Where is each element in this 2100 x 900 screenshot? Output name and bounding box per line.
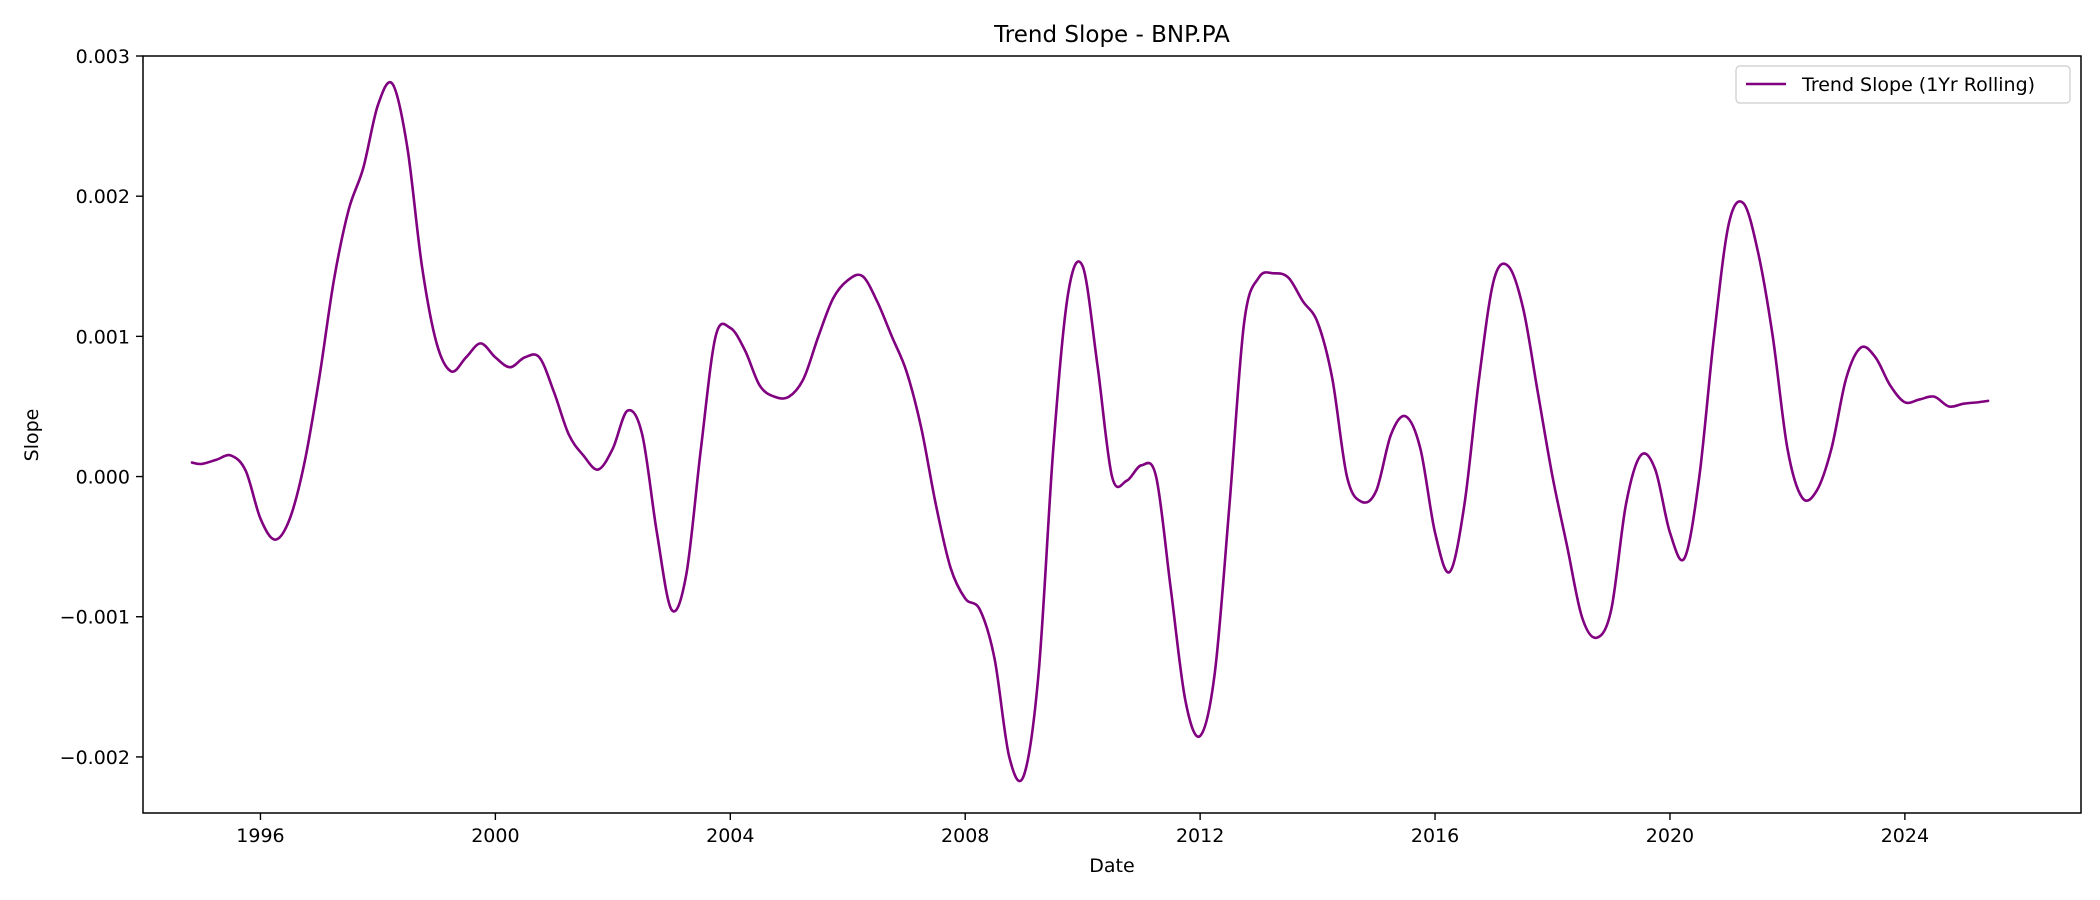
y-tick-label: 0.001 (76, 326, 130, 348)
x-axis-ticks: 1996 2000 2004 2008 2012 2016 2020 2024 (236, 813, 1929, 847)
x-tick-label: 2020 (1646, 825, 1694, 847)
x-tick-label: 2004 (706, 825, 754, 847)
series-layer (190, 81, 1990, 783)
x-tick-label: 2008 (941, 825, 989, 847)
y-tick-label: −0.001 (60, 607, 130, 629)
y-tick-label: 0.003 (76, 46, 130, 68)
y-tick-label: 0.000 (76, 467, 130, 489)
x-tick-label: 2016 (1411, 825, 1459, 847)
x-tick-label: 1996 (236, 825, 284, 847)
x-tick-label: 2024 (1881, 825, 1929, 847)
x-tick-label: 2012 (1176, 825, 1224, 847)
x-axis-title: Date (1089, 855, 1134, 877)
series-line (190, 81, 1990, 783)
y-axis-title: Slope (21, 409, 43, 462)
y-tick-label: −0.002 (60, 747, 130, 769)
legend: Trend Slope (1Yr Rolling) (1735, 65, 2071, 104)
y-tick-label: 0.002 (76, 186, 130, 208)
legend-label: Trend Slope (1Yr Rolling) (1801, 74, 2035, 96)
chart-title: Trend Slope - BNP.PA (993, 22, 1230, 48)
x-tick-label: 2000 (471, 825, 519, 847)
legend-box (1735, 65, 2071, 104)
y-axis-ticks: −0.002 −0.001 0.000 0.001 0.002 0.003 (60, 46, 143, 769)
plot-area-frame (142, 55, 2082, 814)
